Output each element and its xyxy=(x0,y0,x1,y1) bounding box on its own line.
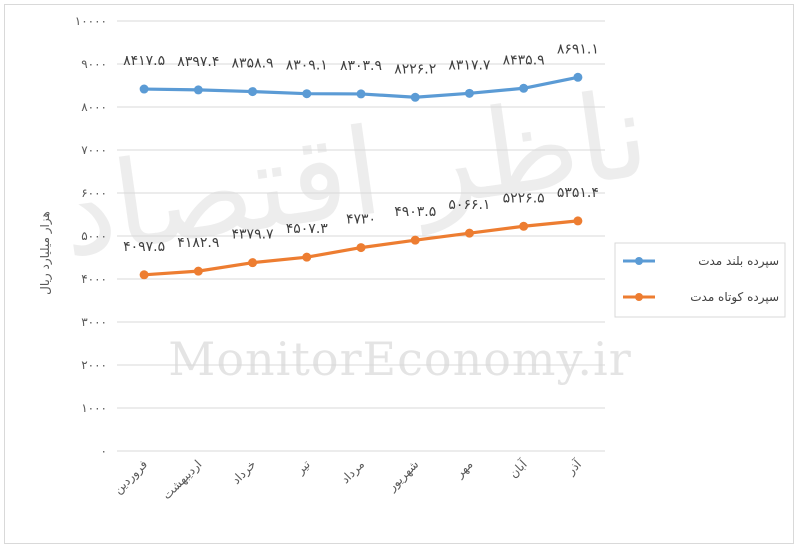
data-label: ۸۲۲۶.۲ xyxy=(394,61,436,77)
data-point xyxy=(464,88,474,98)
y-tick-label: ۲۰۰۰ xyxy=(81,358,107,372)
series-layer xyxy=(139,72,583,280)
y-axis: ۰ ۱۰۰۰ ۲۰۰۰ ۳۰۰۰ ۴۰۰۰ ۵۰۰۰ ۶۰۰۰ ۷۰۰۰ ۸۰۰۰ ۹۰۰۰ ۱۰۰… xyxy=(75,14,107,458)
x-tick-label: تیر xyxy=(293,457,314,478)
data-label: ۸۳۰۹.۱ xyxy=(286,58,328,74)
legend-swatch-marker xyxy=(635,293,643,301)
legend: سپرده بلند مدت سپرده کوتاه مدت xyxy=(614,242,786,318)
data-label: ۸۳۱۷.۷ xyxy=(448,57,491,73)
data-label: ۴۱۸۲.۹ xyxy=(177,235,219,251)
y-tick-label: ۸۰۰۰ xyxy=(81,100,107,114)
data-label: ۸۶۹۱.۱ xyxy=(557,41,599,57)
legend-swatch-marker xyxy=(635,257,643,265)
data-point xyxy=(519,221,529,231)
data-point xyxy=(139,270,149,280)
data-point xyxy=(573,72,583,82)
data-label: ۸۳۵۸.۹ xyxy=(232,56,274,72)
legend-entry: سپرده بلند مدت xyxy=(698,254,779,269)
data-label: ۸۳۰۳.۹ xyxy=(340,58,382,74)
legend-entry: سپرده کوتاه مدت xyxy=(690,290,779,305)
data-label: ۵۰۶۶.۱ xyxy=(448,197,490,213)
data-label: ۴۳۷۹.۷ xyxy=(232,227,275,243)
data-point xyxy=(193,266,203,276)
x-tick-label: خرداد xyxy=(229,457,259,487)
x-axis: فروردین اردیبهشت خرداد تیر مرداد شهریور مهر آبا… xyxy=(111,456,585,503)
y-tick-label: ۹۰۰۰ xyxy=(81,57,107,71)
x-tick-label: مهر xyxy=(452,457,476,481)
data-point xyxy=(410,235,420,245)
data-label: ۵۳۵۱.۴ xyxy=(557,185,599,201)
y-axis-title: هزار میلیارد ریال xyxy=(38,211,53,295)
data-point xyxy=(573,216,583,226)
x-tick-label: آذر xyxy=(562,456,585,479)
x-tick-label: شهریور xyxy=(384,457,422,495)
y-tick-label: ۴۰۰۰ xyxy=(81,272,107,286)
y-tick-label: ۰ xyxy=(101,444,107,458)
y-tick-label: ۱۰۰۰ xyxy=(81,401,107,415)
data-point xyxy=(410,92,420,102)
data-label: ۴۷۳۰ xyxy=(346,212,376,228)
data-point xyxy=(248,87,258,97)
data-point xyxy=(356,243,366,253)
y-tick-label: ۷۰۰۰ xyxy=(81,143,107,157)
chart-frame: ناظر اقتصاد MonitorEconomy.ir ۰ ۱۰۰۰ ۲۰۰۰ ۳… xyxy=(4,4,794,544)
y-tick-label: ۱۰۰۰۰ xyxy=(75,14,107,28)
y-tick-label: ۳۰۰۰ xyxy=(81,315,107,329)
data-point xyxy=(464,228,474,238)
data-label: ۸۴۱۷.۵ xyxy=(123,53,165,69)
data-point xyxy=(519,83,529,93)
data-label: ۴۹۰۳.۵ xyxy=(394,204,436,220)
legend-box xyxy=(614,242,786,318)
data-label: ۸۴۳۵.۹ xyxy=(503,52,545,68)
x-tick-label: فروردین xyxy=(111,457,151,497)
x-tick-label: آبان xyxy=(506,456,531,481)
data-point xyxy=(302,252,312,262)
data-point xyxy=(302,89,312,99)
data-point xyxy=(356,89,366,99)
x-tick-label: اردیبهشت xyxy=(160,457,206,503)
data-point xyxy=(248,258,258,268)
data-label: ۴۵۰۷.۳ xyxy=(286,221,329,237)
data-labels: ۸۴۱۷.۵ ۸۳۹۷.۴ ۸۳۵۸.۹ ۸۳۰۹.۱ ۸۳۰۳.۹ ۸۲۲۶.۲ ۸۳۱۷… xyxy=(123,41,599,255)
data-point xyxy=(139,84,149,94)
data-label: ۸۳۹۷.۴ xyxy=(177,54,219,70)
data-label: ۴۰۹۷.۵ xyxy=(123,239,165,255)
data-point xyxy=(193,85,203,95)
y-tick-label: ۵۰۰۰ xyxy=(81,229,107,243)
data-label: ۵۲۲۶.۵ xyxy=(503,190,545,206)
gridlines xyxy=(117,20,605,452)
line-chart: ناظر اقتصاد MonitorEconomy.ir ۰۱۰۰۰۲۰۰۰۳… xyxy=(38,14,786,503)
y-tick-label: ۶۰۰۰ xyxy=(81,186,107,200)
watermark-text: MonitorEconomy.ir xyxy=(168,332,631,386)
x-tick-label: مرداد xyxy=(338,457,368,487)
